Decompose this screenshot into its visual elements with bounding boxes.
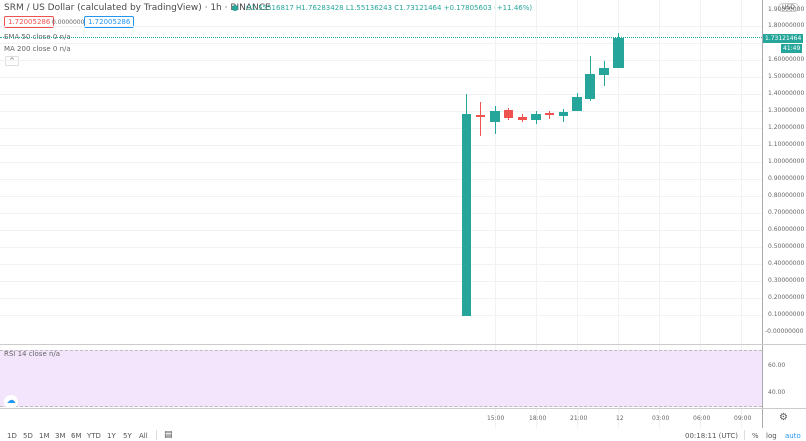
time-label: 15:00 — [487, 415, 505, 422]
settings-gear-icon[interactable]: ⚙ — [779, 412, 788, 423]
percent-toggle[interactable]: % — [752, 432, 759, 440]
time-label: 21:00 — [570, 415, 588, 422]
time-axis[interactable] — [0, 408, 806, 409]
sell-price-button[interactable]: 1.72005286 — [4, 16, 55, 28]
price-label: 1.50000000 — [768, 73, 805, 80]
time-label: 03:00 — [652, 415, 670, 422]
divider — [156, 430, 157, 440]
price-label: 0.50000000 — [768, 243, 805, 250]
ohlc-values: O1.55516817 H1.76283428 L1.55136243 C1.7… — [246, 4, 533, 12]
range-1d[interactable]: 1D — [7, 432, 17, 440]
market-status-icon — [232, 5, 238, 11]
bar-countdown: 41:49 — [781, 44, 803, 53]
rsi-pane[interactable] — [0, 350, 762, 407]
rsi-level-label: 60.00 — [768, 362, 786, 369]
indicator-ma200[interactable]: MA 200 close 0 n/a — [4, 45, 71, 53]
price-label: 0.30000000 — [768, 277, 805, 284]
symbol-title[interactable]: SRM / US Dollar (calculated by TradingVi… — [4, 3, 271, 13]
goto-date-icon[interactable]: ▤ — [164, 430, 173, 440]
collapse-legend-button[interactable]: ^ — [5, 56, 19, 66]
price-label: 1.30000000 — [768, 107, 805, 114]
cloud-icon[interactable]: ☁ — [4, 395, 18, 409]
price-label: 0.10000000 — [768, 311, 805, 318]
last-price-tag: 1.73121464 — [763, 34, 804, 43]
currency-label[interactable]: USD — [778, 3, 799, 12]
divider — [744, 430, 745, 440]
time-label: 09:00 — [734, 415, 752, 422]
price-label: 0.90000000 — [768, 175, 805, 182]
range-1y[interactable]: 1Y — [107, 432, 116, 440]
range-5y[interactable]: 5Y — [123, 432, 132, 440]
price-label: 1.40000000 — [768, 90, 805, 97]
time-label: 12 — [616, 415, 624, 422]
price-label: 0.20000000 — [768, 294, 805, 301]
range-1m[interactable]: 1M — [39, 432, 50, 440]
price-label: 1.60000000 — [768, 56, 805, 63]
price-label: 0.60000000 — [768, 226, 805, 233]
price-label: 1.00000000 — [768, 158, 805, 165]
buy-price-button[interactable]: 1.72005286 — [84, 16, 135, 28]
price-label: 0.80000000 — [768, 192, 805, 199]
price-label: 1.10000000 — [768, 141, 805, 148]
price-label: 0.40000000 — [768, 260, 805, 267]
rsi-legend[interactable]: RSI 14 close n/a — [4, 350, 61, 358]
range-all[interactable]: All — [139, 432, 148, 440]
log-toggle[interactable]: log — [766, 432, 777, 440]
time-label: 06:00 — [693, 415, 711, 422]
price-label: -0.00000000 — [765, 328, 804, 335]
last-price-line — [0, 37, 762, 38]
price-label: 1.90000000 — [768, 6, 805, 13]
range-ytd[interactable]: YTD — [87, 432, 101, 440]
auto-toggle[interactable]: auto — [785, 432, 801, 440]
time-label: 18:00 — [529, 415, 547, 422]
price-label: 1.80000000 — [768, 22, 805, 29]
spread-value: 0.00000000 — [52, 19, 89, 26]
utc-clock[interactable]: 00:18:11 (UTC) — [685, 432, 739, 440]
range-5d[interactable]: 5D — [23, 432, 33, 440]
range-3m[interactable]: 3M — [55, 432, 66, 440]
price-label: 1.20000000 — [768, 124, 805, 131]
range-6m[interactable]: 6M — [71, 432, 82, 440]
pane-separator[interactable] — [0, 344, 806, 345]
price-axis[interactable] — [762, 0, 763, 428]
rsi-level-label: 40.00 — [768, 389, 786, 396]
price-label: 0.70000000 — [768, 209, 805, 216]
